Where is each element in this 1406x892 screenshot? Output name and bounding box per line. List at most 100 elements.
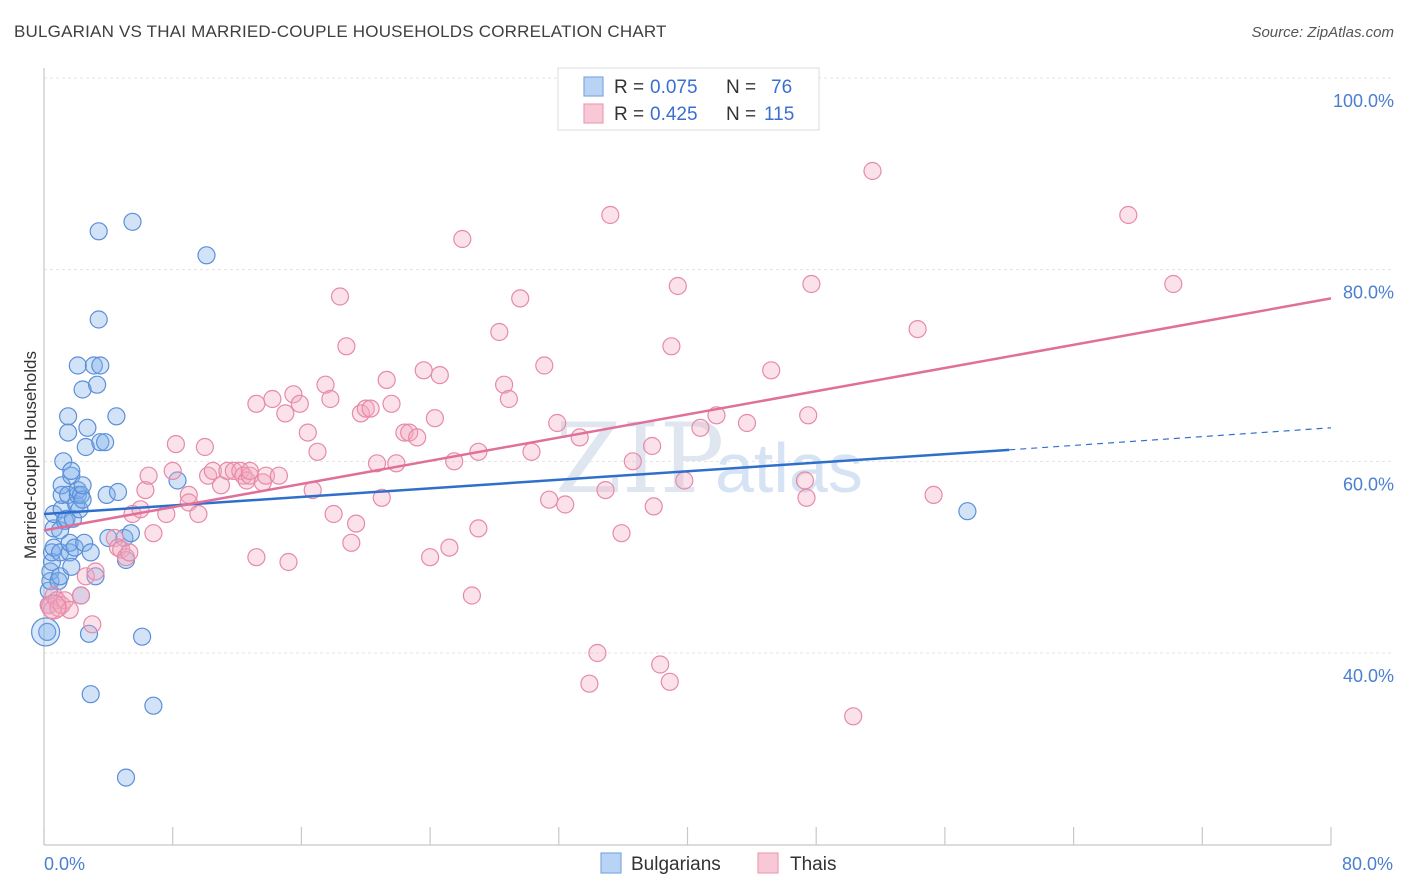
bulgarians-point-47 bbox=[86, 567, 105, 586]
y-tick-label-0: 40.0% bbox=[1343, 666, 1394, 686]
thais-point-62 bbox=[367, 454, 387, 473]
legend-r-value-2: 0.425 bbox=[650, 104, 698, 125]
thais-point-98 bbox=[651, 655, 670, 674]
thais-point-73 bbox=[430, 366, 449, 385]
legend-r-label-1: R = bbox=[614, 77, 644, 98]
tick-labels: 40.0% 60.0% 80.0% 100.0% 0.0% 80.0% bbox=[44, 91, 1394, 874]
bulgarians-point-42 bbox=[78, 418, 97, 437]
thais-point-88 bbox=[556, 495, 575, 514]
thais-point-19 bbox=[136, 481, 155, 500]
bulgarians-point-cluster bbox=[31, 617, 61, 647]
bulgarians-point-66 bbox=[197, 246, 216, 265]
thais-point-90 bbox=[580, 674, 599, 693]
bottom-legend-swatch-bulgarians bbox=[600, 852, 622, 874]
bulgarians-point-37 bbox=[73, 490, 92, 509]
thais-point-39 bbox=[247, 548, 266, 567]
thais-point-44 bbox=[269, 466, 288, 485]
axes bbox=[43, 68, 1332, 846]
thais-point-79 bbox=[469, 519, 488, 538]
thais-point-49 bbox=[298, 423, 317, 442]
thais-point-52 bbox=[316, 375, 335, 394]
thais-point-55 bbox=[330, 287, 350, 306]
series-bulgarians-points bbox=[31, 212, 977, 787]
legend-swatch-thais bbox=[583, 103, 604, 124]
thais-point-61 bbox=[361, 399, 380, 418]
bulgarians-point-57 bbox=[108, 482, 128, 502]
legend-n-label-1: N = bbox=[726, 77, 756, 98]
y-tick-label-3: 100.0% bbox=[1333, 91, 1394, 111]
bulgarians-point-67 bbox=[958, 502, 977, 521]
thais-point-71 bbox=[421, 548, 440, 567]
bulgarians-point-63 bbox=[133, 627, 152, 646]
thais-point-27 bbox=[189, 504, 208, 524]
thais-point-92 bbox=[596, 481, 615, 500]
thais-point-105 bbox=[737, 413, 757, 433]
bulgarians-point-27 bbox=[62, 461, 81, 480]
thais-point-85 bbox=[535, 356, 554, 375]
thais-point-89 bbox=[570, 428, 589, 447]
thais-point-83 bbox=[511, 289, 530, 308]
bulgarians-point-51 bbox=[91, 356, 110, 375]
thais-point-64 bbox=[377, 370, 396, 389]
legend-n-value-2: 115 bbox=[764, 104, 794, 125]
x-tick-label-0: 0.0% bbox=[44, 854, 85, 874]
thais-point-106 bbox=[762, 361, 781, 380]
thais-point-57 bbox=[342, 533, 361, 552]
thais-point-76 bbox=[453, 229, 472, 249]
thais-point-112 bbox=[863, 161, 882, 181]
bulgarians-point-49 bbox=[89, 222, 108, 241]
thais-point-72 bbox=[425, 409, 444, 428]
bulgarians-point-45 bbox=[81, 543, 100, 562]
thais-point-16 bbox=[120, 543, 139, 562]
bulgarians-point-54 bbox=[97, 485, 116, 504]
bulgarians-point-56 bbox=[107, 407, 126, 426]
chart-title: BULGARIAN VS THAI MARRIED-COUPLE HOUSEHO… bbox=[14, 22, 667, 41]
trend-lines bbox=[43, 297, 1332, 532]
legend-swatch-bulgarians bbox=[583, 76, 604, 97]
bulgarians-point-62 bbox=[123, 212, 142, 231]
legend-n-value-1: 76 bbox=[771, 77, 792, 98]
bulgarians-point-44 bbox=[81, 685, 100, 704]
thais-point-91 bbox=[588, 643, 607, 663]
thais-point-102 bbox=[675, 471, 694, 490]
thais-point-82 bbox=[499, 389, 518, 409]
thais-point-8 bbox=[71, 586, 91, 605]
bulgarians-point-43 bbox=[79, 624, 99, 643]
thais-point-40 bbox=[247, 394, 266, 413]
x-tick-label-1: 80.0% bbox=[1342, 854, 1393, 874]
thais-point-20 bbox=[139, 466, 158, 485]
thais-point-84 bbox=[522, 442, 541, 461]
thais-point-cluster bbox=[41, 594, 67, 620]
thais-point-80 bbox=[490, 322, 509, 342]
thais-point-42 bbox=[256, 466, 276, 485]
legend-r-value-1: 0.075 bbox=[650, 77, 698, 98]
thais-point-43 bbox=[263, 389, 282, 409]
y-tick-label-2: 80.0% bbox=[1343, 283, 1394, 303]
thais-point-108 bbox=[797, 488, 816, 507]
bulgarians-point-22 bbox=[58, 407, 78, 426]
legend-box: R = 0.075 N = 76 R = 0.425 N = 115 bbox=[557, 67, 820, 131]
trend-line-bulgarians-extension bbox=[1009, 427, 1332, 451]
thais-point-60 bbox=[356, 399, 375, 418]
y-axis-label: Married-couple Households bbox=[21, 351, 40, 559]
thais-point-114 bbox=[924, 485, 943, 504]
thais-point-34 bbox=[231, 461, 250, 480]
thais-point-87 bbox=[548, 413, 567, 433]
bulgarians-point-41 bbox=[76, 437, 95, 457]
thais-point-74 bbox=[440, 538, 459, 557]
bulgarians-point-0 bbox=[38, 622, 57, 642]
bottom-legend-swatch-thais bbox=[757, 852, 779, 874]
thais-point-86 bbox=[539, 490, 559, 509]
legend-r-label-2: R = bbox=[614, 104, 644, 125]
thais-point-63 bbox=[372, 488, 391, 507]
watermark-zip: ZIP bbox=[555, 403, 724, 515]
thais-point-66 bbox=[387, 454, 406, 473]
bulgarians-point-59 bbox=[116, 768, 136, 787]
thais-point-10 bbox=[83, 615, 102, 634]
thais-point-109 bbox=[802, 274, 821, 294]
thais-point-111 bbox=[844, 707, 863, 726]
thais-point-21 bbox=[144, 524, 163, 543]
thais-point-81 bbox=[495, 375, 514, 394]
bulgarians-point-25 bbox=[62, 557, 81, 576]
